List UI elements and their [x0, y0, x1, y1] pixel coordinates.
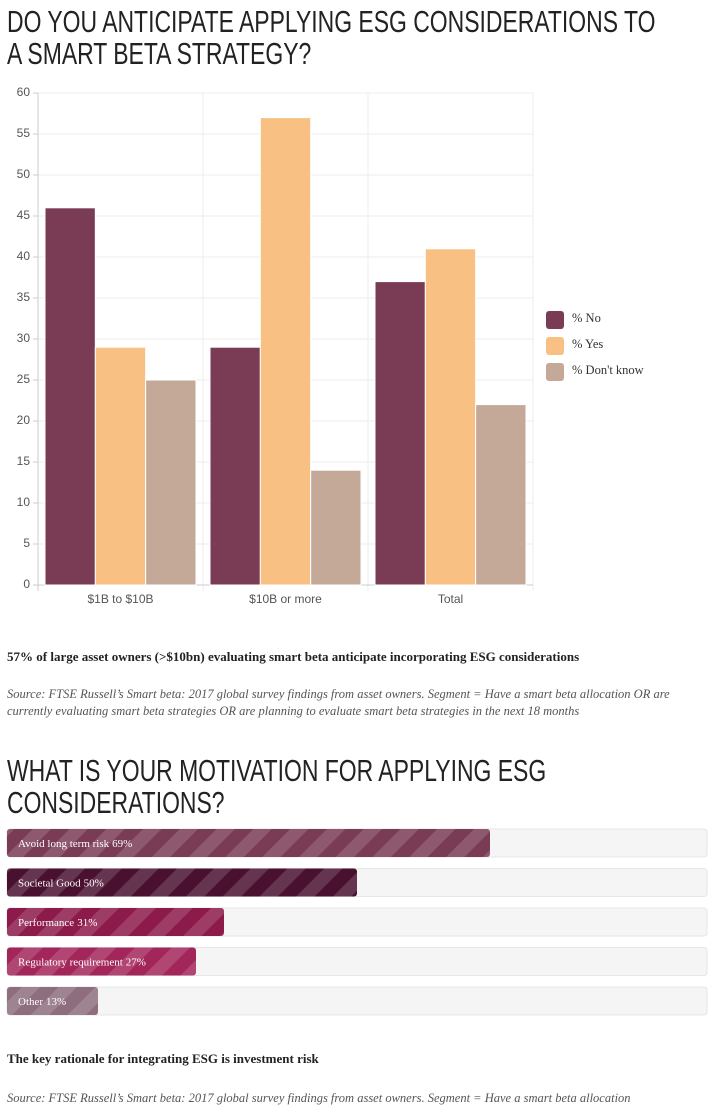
- bar-stripes: [7, 947, 196, 976]
- bar-category: Avoid long term risk: [18, 838, 110, 850]
- bar-label: Societal Good 50%: [18, 877, 104, 889]
- bar: [475, 404, 527, 586]
- legend-label: % No: [572, 311, 601, 325]
- y-tick-label: 10: [17, 495, 31, 509]
- bar-category: Regulatory requirement: [18, 956, 123, 968]
- bar-label: Regulatory requirement 27%: [18, 956, 146, 968]
- bar-category: Performance: [18, 917, 74, 929]
- y-tick-label: 25: [17, 372, 31, 386]
- bar-stripes: [7, 908, 224, 936]
- y-tick-label: 5: [23, 536, 30, 550]
- bar-stripes: [7, 868, 357, 897]
- y-tick-label: 45: [17, 208, 31, 222]
- bar-label: Performance 31%: [18, 917, 97, 929]
- bar-stripes: [7, 829, 490, 857]
- legend-label: % Don't know: [572, 363, 644, 377]
- progress-chart: Avoid long term risk 69% Societal Good 50% P…: [6, 828, 708, 1016]
- bar-value-label: 13%: [46, 996, 66, 1008]
- bar-value-label: 27%: [126, 956, 146, 968]
- y-tick-label: 60: [17, 85, 31, 99]
- bar-label: Other 13%: [18, 996, 66, 1008]
- bar-value-label: 31%: [77, 917, 97, 929]
- y-tick-label: 55: [17, 126, 31, 140]
- y-tick-label: 40: [17, 249, 31, 263]
- y-tick-label: 0: [23, 577, 30, 591]
- x-tick-label: Total: [438, 592, 463, 606]
- bar: [310, 469, 362, 586]
- bar: [145, 379, 197, 586]
- legend-swatch: [546, 363, 564, 381]
- chart-caption: 57% of large asset owners (>$10bn) evalu…: [7, 649, 580, 664]
- y-tick-label: 30: [17, 331, 31, 345]
- chart-source: Source: FTSE Russell’s Smart beta: 2017 …: [7, 687, 670, 718]
- bar: [259, 117, 312, 586]
- bar-value-label: 50%: [84, 877, 104, 889]
- legend-swatch: [546, 311, 564, 329]
- y-tick-label: 35: [17, 290, 31, 304]
- y-tick-label: 50: [17, 167, 31, 181]
- bar-category: Other: [18, 996, 43, 1008]
- bar-label: Avoid long term risk 69%: [18, 838, 132, 850]
- bar: [424, 248, 477, 586]
- bar-value-label: 69%: [112, 838, 132, 850]
- chart-title: DO YOU ANTICIPATE APPLYING ESG CONSIDERA…: [7, 4, 656, 71]
- bar: [44, 207, 96, 586]
- bar: [94, 346, 147, 586]
- column-chart: 0 5 10 15 20 25 30 35 40 45 50 55 60 $1B to $10B $10B …: [17, 85, 644, 606]
- bar-stripes: [7, 987, 98, 1015]
- x-tick-label: $1B to $10B: [87, 592, 153, 606]
- chart-source: Source: FTSE Russell’s Smart beta: 2017 …: [7, 1091, 631, 1105]
- bar-category: Societal Good: [18, 877, 81, 889]
- bar-track: [6, 986, 708, 1016]
- legend-label: % Yes: [572, 337, 603, 351]
- bar: [374, 281, 426, 586]
- legend-swatch: [546, 337, 564, 355]
- chart-caption: The key rationale for integrating ESG is…: [7, 1051, 319, 1066]
- chart-title: WHAT IS YOUR MOTIVATION FOR APPLYING ESG…: [7, 753, 547, 820]
- y-tick-label: 20: [17, 413, 31, 427]
- bar: [209, 346, 261, 586]
- x-tick-label: $10B or more: [249, 592, 322, 606]
- y-tick-label: 15: [17, 454, 31, 468]
